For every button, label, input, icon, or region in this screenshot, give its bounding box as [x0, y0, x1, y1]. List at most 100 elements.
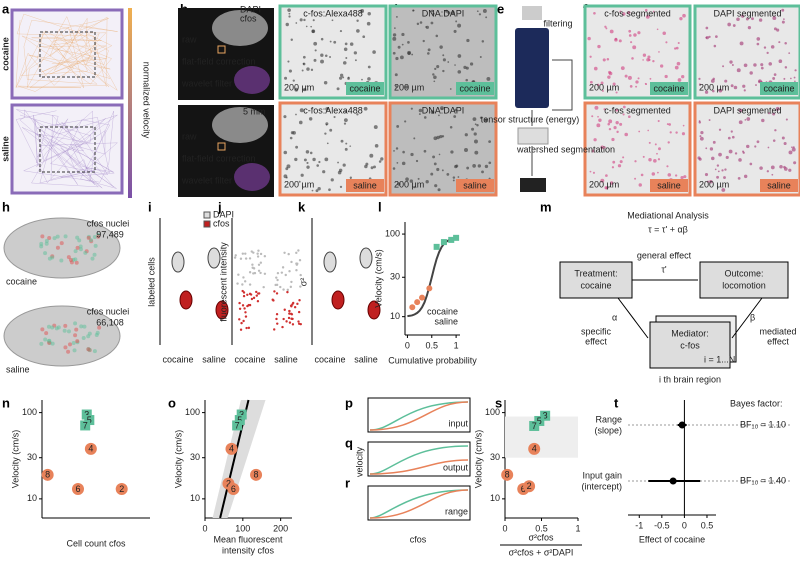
nucleus	[669, 131, 672, 134]
panel-letter: e	[497, 1, 504, 16]
step-label: filtering	[543, 18, 572, 28]
axis-label: Effect of cocaine	[639, 534, 705, 544]
point	[523, 480, 536, 493]
point	[84, 415, 95, 426]
nucleus	[772, 16, 777, 21]
nucleus	[343, 118, 348, 123]
nucleus	[370, 166, 374, 170]
condition-label: saline	[0, 136, 10, 162]
axis-label: Cell count cfos	[66, 538, 126, 548]
nucleus	[591, 149, 595, 153]
nucleus	[738, 120, 743, 125]
dot	[275, 283, 279, 287]
nucleus	[425, 180, 429, 184]
dot	[238, 307, 242, 310]
nucleus	[775, 106, 780, 111]
nucleus	[466, 166, 470, 170]
cell-cloud	[92, 349, 97, 354]
nucleus	[642, 59, 644, 61]
nucleus	[478, 13, 482, 16]
point	[84, 442, 97, 455]
nucleus	[605, 27, 608, 30]
edge-label: general effect	[637, 250, 692, 260]
x-tick-label: 1	[454, 340, 459, 350]
box	[649, 321, 731, 369]
axis-label: Velocity (cm/s)	[173, 430, 183, 489]
nucleus	[683, 175, 687, 179]
axis-label: Cumulative probability	[388, 355, 477, 365]
nucleus	[447, 61, 450, 63]
nucleus	[465, 78, 468, 82]
nucleus	[432, 12, 435, 15]
estimate	[678, 421, 686, 429]
nucleus	[471, 127, 475, 131]
nucleus	[463, 65, 467, 70]
nucleus	[303, 87, 307, 92]
nucleus	[611, 137, 615, 142]
cell-cloud	[52, 236, 57, 241]
dot	[255, 294, 258, 297]
nucleus	[469, 62, 474, 66]
nucleus	[295, 22, 298, 24]
nucleus	[317, 187, 321, 191]
x-tick-label: saline	[354, 354, 378, 364]
nucleus	[600, 145, 605, 150]
dot	[242, 319, 245, 323]
dot	[259, 252, 263, 256]
bayes-factor: BF₁₀ = 1.10	[740, 419, 786, 429]
nucleus	[354, 59, 357, 62]
nucleus	[753, 63, 757, 67]
nucleus	[474, 150, 479, 155]
nucleus	[452, 176, 456, 179]
nucleus	[681, 75, 685, 79]
panel-letter: h	[2, 199, 10, 214]
nucleus	[342, 163, 346, 167]
cell-cloud	[66, 255, 71, 260]
nucleus	[395, 147, 399, 150]
cell-cloud	[40, 234, 45, 239]
dot	[297, 320, 300, 323]
nucleus	[454, 165, 458, 169]
nucleus	[329, 40, 332, 43]
nucleus	[644, 8, 648, 12]
nucleus	[634, 160, 637, 163]
axis-label: intensity cfos	[222, 545, 275, 555]
dot	[256, 252, 259, 255]
nucleus	[749, 71, 753, 75]
curve	[369, 489, 469, 519]
nucleus	[744, 119, 747, 121]
nucleus	[311, 189, 314, 192]
nucleus	[756, 42, 760, 46]
nucleus	[344, 110, 347, 113]
nucleus	[612, 82, 616, 86]
nucleus	[642, 53, 647, 57]
nucleus	[729, 60, 733, 64]
nucleus	[622, 105, 626, 109]
nucleus	[793, 161, 797, 165]
brain-wavelet	[234, 66, 270, 94]
nucleus	[362, 35, 366, 39]
dot	[289, 312, 293, 315]
nucleus	[404, 85, 409, 89]
cell-cloud	[54, 326, 59, 331]
nucleus	[725, 155, 729, 160]
nucleus	[339, 76, 343, 80]
point-label: 6	[75, 484, 80, 494]
nucleus	[637, 31, 641, 35]
cell-cloud	[43, 337, 48, 342]
dot	[233, 256, 237, 259]
nucleus	[758, 18, 763, 22]
y-tick-label: 100	[385, 228, 400, 238]
nucleus	[743, 63, 748, 68]
dot	[272, 299, 275, 302]
roi	[217, 142, 226, 151]
dot	[299, 273, 302, 277]
nucleus	[712, 89, 715, 93]
nucleus	[430, 172, 434, 176]
nucleus	[728, 149, 733, 154]
nucleus	[438, 153, 441, 156]
nucleus	[442, 58, 446, 62]
dot	[250, 297, 254, 301]
nucleus	[603, 108, 606, 111]
cell-cloud	[74, 327, 79, 332]
